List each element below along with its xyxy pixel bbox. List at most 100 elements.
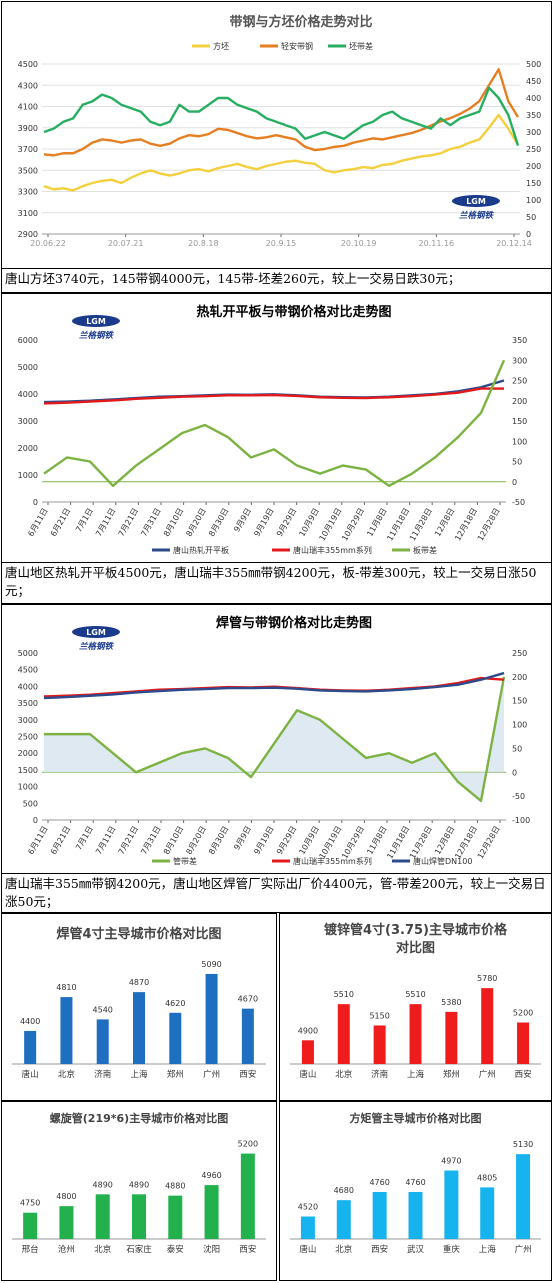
y-right-tick-label: 100 (526, 196, 541, 205)
chart-title: 焊管与带钢价格对比走势图 (216, 615, 372, 631)
caption-3: 唐山瑞丰355㎜带钢4200元，唐山地区焊管厂实际出厂价4400元，管-带差20… (1, 874, 552, 913)
x-tick-label: 9月29日 (275, 507, 298, 539)
x-tick-label: 沧州 (58, 1244, 75, 1255)
data-label: 5510 (405, 990, 425, 999)
data-label: 5130 (513, 1140, 533, 1149)
series-line (44, 676, 506, 803)
series-line (43, 359, 506, 488)
bar (408, 1191, 423, 1239)
line-chart-welded-pipe-vs-strip: 焊管与带钢价格对比走势图0500100015002000250030003500… (18, 615, 531, 866)
x-tick-label: 9月19日 (252, 507, 275, 539)
chart-title-cont: 对比图 (396, 940, 435, 956)
data-label: 5200 (238, 1140, 258, 1149)
chart-title: 螺旋管(219*6)主导城市价格对比图 (50, 1111, 228, 1125)
data-label: 4970 (441, 1157, 461, 1166)
y-left-tick-label: 4000 (18, 682, 38, 691)
y-left-tick-label: 4100 (18, 103, 38, 112)
y-right-tick-label: 450 (526, 77, 541, 86)
y-right-tick-label: 150 (526, 179, 541, 188)
series-area (44, 676, 504, 801)
x-tick-label: 6月21日 (49, 507, 72, 539)
bar-chart-welded-pipe: 焊管4寸主导城市价格对比图 4400 唐山 4810 北京 4540 济南 4870 上海 462… (12, 926, 266, 1080)
legend-label: 唐山瑞丰355mm系列 (293, 545, 372, 555)
y-right-tick-label: -50 (512, 792, 525, 801)
bar (132, 1194, 146, 1239)
bar (240, 1153, 255, 1239)
x-tick-label: 20.9.15 (266, 239, 297, 248)
x-tick-label: 12月8日 (433, 825, 456, 857)
data-label: 4760 (369, 1178, 389, 1187)
data-label: 4900 (298, 1026, 318, 1035)
logo-mark: LGM (86, 628, 106, 637)
legend-label: 管带差 (173, 856, 197, 866)
y-left-tick-label: 1000 (18, 783, 38, 792)
x-tick-label: 8月10日 (162, 507, 185, 539)
data-label: 5150 (369, 1011, 389, 1020)
x-tick-label: 唐山 (22, 1069, 39, 1080)
y-right-tick-label: 400 (526, 94, 541, 103)
y-left-tick-label: 3500 (18, 166, 38, 175)
bar (59, 1206, 74, 1239)
y-right-tick-label: 300 (512, 356, 527, 365)
x-tick-label: 北京 (58, 1069, 75, 1080)
series-line (43, 68, 520, 157)
data-label: 4670 (238, 995, 258, 1004)
y-left-tick-label: 4000 (18, 390, 38, 399)
chart-title: 热轧开平板与带钢价格对比走势图 (196, 304, 391, 320)
x-tick-label: 6月11日 (26, 507, 49, 539)
x-tick-label: 唐山 (299, 1069, 316, 1080)
x-tick-label: 7月31日 (139, 825, 162, 857)
bar (480, 1187, 495, 1239)
y-left-tick-label: 6000 (18, 336, 38, 345)
legend-label: 方坯 (213, 41, 229, 51)
y-right-tick-label: 500 (526, 60, 541, 69)
y-left-tick-label: 5000 (18, 363, 38, 372)
y-right-tick-label: 50 (512, 744, 522, 753)
x-tick-label: 7月1日 (74, 507, 95, 534)
y-left-tick-label: 3900 (18, 124, 38, 133)
caption-1: 唐山方坯3740元，145带钢4000元，145带-坯差260元，较上一交易日跌… (1, 269, 552, 293)
y-right-tick-label: 0 (512, 478, 517, 487)
data-label: 4520 (298, 1203, 318, 1212)
bar (168, 1195, 183, 1239)
data-label: 5380 (441, 998, 461, 1007)
y-right-tick-label: 50 (512, 458, 522, 467)
bar-panel-square: 方矩管主导城市价格对比图 4520 唐山 4680 北京 4760 西安 4760 武汉 4970… (279, 1101, 552, 1281)
bar (300, 1216, 315, 1239)
x-tick-label: 11月8日 (365, 825, 388, 857)
x-tick-label: 7月31日 (139, 507, 162, 539)
y-right-tick-label: 200 (512, 673, 527, 682)
x-tick-label: 10月9日 (297, 825, 320, 857)
x-tick-label: 7月11日 (94, 507, 117, 539)
y-left-tick-label: 3100 (18, 209, 38, 218)
x-tick-label: 7月11日 (94, 825, 117, 857)
y-left-tick-label: 2000 (18, 749, 38, 758)
bar-chart-spiral-pipe: 螺旋管(219*6)主导城市价格对比图 4750 邢台 4800 沧州 4890 北京 489… (12, 1111, 266, 1255)
y-right-tick-label: 250 (526, 145, 541, 154)
bar (23, 1212, 38, 1239)
x-tick-label: 8月20日 (184, 507, 207, 539)
data-label: 4805 (477, 1173, 497, 1182)
data-label: 4680 (334, 1186, 354, 1195)
y-left-tick-label: 4300 (18, 81, 38, 90)
y-right-tick-label: 0 (526, 230, 531, 239)
chart-title: 焊管4寸主导城市价格对比图 (56, 926, 221, 942)
x-tick-label: 济南 (371, 1069, 388, 1080)
x-tick-label: 广州 (203, 1069, 220, 1080)
y-right-tick-label: 200 (512, 397, 527, 406)
x-tick-label: 12月28日 (476, 825, 502, 861)
line-chart-strip-vs-billet: 带钢与方坯价格走势对比29003100330035003700390041004… (18, 14, 542, 248)
legend-label: 唐山热轧开平板 (173, 545, 229, 555)
x-tick-label: 邢台 (22, 1244, 39, 1255)
data-label: 4800 (56, 1192, 76, 1201)
x-tick-label: 20.12.14 (496, 239, 532, 248)
x-tick-label: 北京 (335, 1244, 352, 1255)
y-left-tick-label: 3500 (18, 699, 38, 708)
chart-panel-3: 焊管与带钢价格对比走势图 0 500 1000 1500 2000 2500 3000 3500… (1, 604, 552, 874)
bar (372, 1191, 387, 1239)
x-tick-label: 武汉 (407, 1244, 425, 1255)
legend-label: 轻安带钢 (281, 41, 313, 51)
x-tick-label: 上海 (479, 1244, 497, 1255)
watermark-text: 兰格钢铁 (79, 641, 115, 652)
x-tick-label: 广州 (479, 1069, 496, 1080)
